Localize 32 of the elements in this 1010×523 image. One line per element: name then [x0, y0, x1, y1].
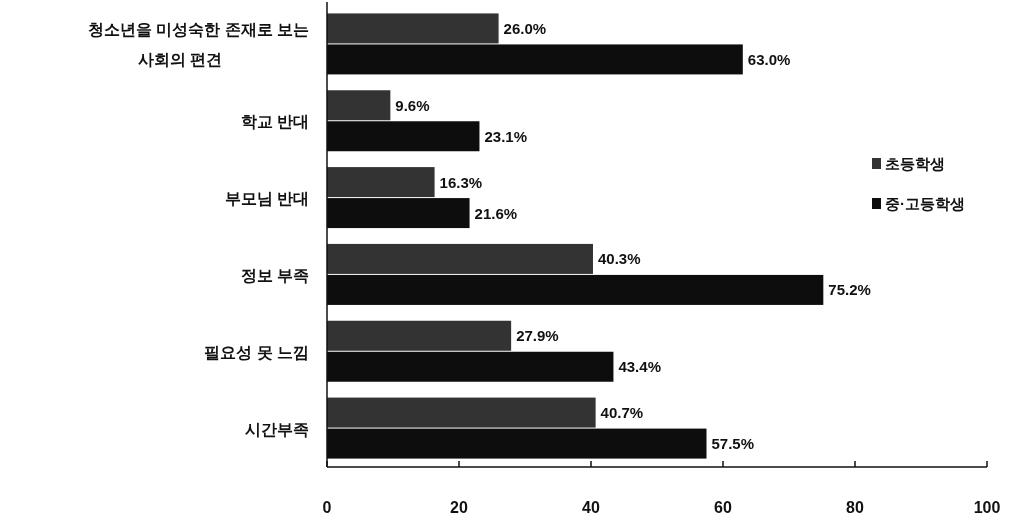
data-label: 26.0% — [503, 19, 547, 37]
data-label: 16.3% — [439, 173, 483, 191]
y-tick-label: 정보 부족 — [240, 266, 309, 284]
data-label: 43.4% — [618, 358, 661, 376]
bar — [327, 167, 435, 198]
x-tick-label: 100 — [973, 499, 1001, 516]
bar — [327, 397, 596, 428]
data-label: 9.6% — [395, 96, 430, 114]
data-label: 21.6% — [474, 204, 518, 222]
x-tick-label: 20 — [450, 499, 468, 516]
x-tick-label: 80 — [846, 499, 864, 516]
y-tick-label: 시간부족 — [245, 420, 309, 438]
data-label: 23.1% — [484, 127, 528, 145]
bar — [327, 13, 499, 44]
data-label: 27.9% — [516, 327, 559, 345]
bar — [327, 90, 391, 121]
legend-label: 초등학생 — [885, 155, 945, 172]
y-tick-label: 청소년을 미성숙한 존재로 보는 사회의 편견 — [87, 21, 309, 69]
legend-label: 중·고등학생 — [885, 195, 965, 212]
bar — [327, 243, 593, 274]
x-tick-label: 0 — [322, 499, 332, 516]
y-tick-label: 부모님 반대 — [224, 190, 309, 208]
data-label: 63.0% — [747, 50, 791, 68]
data-label: 40.7% — [600, 404, 644, 422]
data-label: 40.3% — [597, 250, 641, 268]
bar — [327, 320, 512, 351]
x-tick-label: 40 — [582, 499, 600, 516]
y-tick-label: 필요성 못 느낌 — [204, 343, 309, 361]
data-label: 57.5% — [711, 435, 755, 453]
x-tick-label: 60 — [714, 499, 732, 516]
y-tick-label: 학교 반대 — [240, 113, 309, 131]
data-label: 75.2% — [828, 281, 871, 299]
